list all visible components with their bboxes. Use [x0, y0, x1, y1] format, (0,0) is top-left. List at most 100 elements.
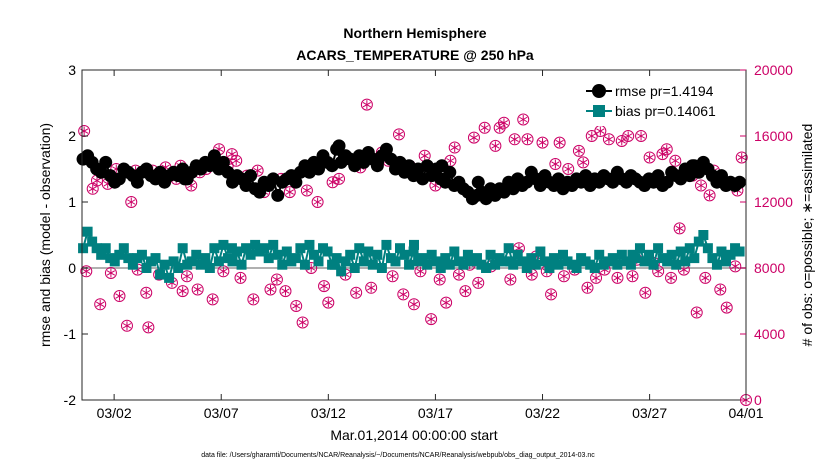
x-tick-label: 03/12	[311, 405, 346, 421]
obs-assimilated-stroke	[96, 301, 105, 307]
obs-marker	[626, 270, 639, 283]
obs-assimilated-stroke	[679, 266, 689, 273]
obs-assimilated-stroke	[519, 116, 528, 123]
obs-assimilated-stroke	[281, 288, 290, 294]
bias-point	[345, 249, 356, 260]
bias-point	[725, 249, 736, 260]
bias-point	[191, 249, 202, 260]
bias-point	[404, 259, 415, 270]
obs-marker	[247, 293, 260, 306]
bias-point	[417, 253, 428, 264]
obs-marker	[590, 271, 603, 284]
obs-marker	[440, 296, 453, 309]
obs-assimilated-stroke	[127, 199, 136, 205]
obs-possible-circle	[699, 271, 712, 284]
rmse-point	[379, 142, 393, 156]
obs-marker	[311, 196, 324, 208]
bias-point	[535, 246, 546, 257]
bias-point	[308, 249, 319, 260]
obs-possible-circle	[180, 270, 193, 283]
obs-marker	[478, 121, 491, 134]
obs-assimilated-stroke	[115, 293, 124, 299]
bias-point	[485, 249, 496, 260]
bias-point	[114, 249, 125, 260]
y-right-tick-label: 8000	[754, 260, 785, 276]
obs-assimilated-stroke	[499, 120, 509, 126]
bias-point	[689, 253, 700, 264]
y-left-axis-label: rmse and bias (model - observation)	[37, 123, 53, 347]
obs-possible-circle	[300, 184, 313, 197]
obs-possible-circle	[553, 136, 566, 149]
obs-assimilated-stroke	[454, 271, 464, 278]
bias-point	[444, 259, 455, 270]
obs-possible-circle	[326, 176, 339, 189]
bias-point	[644, 249, 655, 260]
bias-point	[634, 243, 645, 254]
bias-point	[290, 253, 301, 264]
obs-assimilated-stroke	[480, 125, 489, 131]
obs-possible-circle	[549, 158, 562, 171]
obs-assimilated-stroke	[559, 273, 569, 279]
obs-assimilated-stroke	[636, 133, 646, 139]
obs-possible-circle	[720, 301, 733, 314]
obs-marker	[504, 273, 517, 286]
bias-point	[177, 243, 188, 254]
y-left-tick-label: 1	[68, 194, 76, 210]
obs-possible-circle	[408, 298, 420, 311]
obs-possible-circle	[94, 298, 107, 311]
obs-possible-circle	[230, 154, 243, 167]
bias-point	[299, 259, 310, 270]
obs-marker	[660, 143, 673, 156]
obs-assimilated-stroke	[696, 182, 706, 189]
obs-marker	[142, 321, 155, 334]
bias-point	[109, 256, 120, 267]
bias-point	[471, 253, 482, 264]
obs-possible-circle	[626, 270, 639, 283]
bias-point	[349, 263, 360, 273]
x-tick-label: 03/22	[525, 405, 560, 421]
obs-assimilated-stroke	[292, 303, 301, 309]
obs-assimilated-stroke	[285, 189, 294, 195]
obs-marker	[635, 130, 648, 142]
obs-marker	[703, 189, 716, 202]
obs-marker	[467, 131, 480, 144]
bias-point	[150, 253, 161, 264]
y-right-axis-label: # of obs: o=possible; ∗=assimilated	[799, 124, 815, 347]
obs-assimilated-stroke	[236, 275, 245, 281]
obs-assimilated-stroke	[671, 158, 680, 164]
obs-possible-circle	[78, 125, 91, 138]
obs-possible-circle	[104, 266, 117, 279]
rmse-point	[435, 159, 449, 173]
obs-assimilated-stroke	[298, 319, 307, 326]
obs-marker	[714, 283, 727, 296]
obs-marker	[602, 133, 615, 146]
bias-point	[526, 253, 537, 264]
bias-point	[164, 272, 175, 283]
obs-marker	[234, 271, 247, 284]
obs-assimilated-stroke	[658, 151, 667, 157]
bias-point	[594, 249, 605, 260]
obs-marker	[639, 286, 652, 299]
x-tick-label: 03/07	[204, 405, 239, 421]
obs-assimilated-stroke	[705, 192, 714, 199]
obs-marker	[622, 130, 635, 142]
obs-assimilated-stroke	[324, 299, 333, 306]
obs-marker	[279, 285, 292, 298]
obs-assimilated-stroke	[249, 296, 258, 303]
obs-marker	[549, 158, 562, 171]
obs-marker	[191, 283, 204, 296]
obs-assimilated-stroke	[362, 101, 372, 108]
obs-marker	[176, 285, 189, 298]
rmse-point	[244, 169, 258, 183]
bias-point	[548, 253, 559, 264]
bias-point	[87, 236, 98, 247]
bias-point	[716, 246, 727, 257]
rmse-point	[714, 169, 728, 183]
obs-assimilated-stroke	[208, 296, 217, 303]
bias-point	[449, 246, 460, 257]
obs-possible-circle	[639, 286, 652, 299]
bias-point	[100, 243, 111, 254]
bias-point	[517, 256, 528, 267]
obs-marker	[508, 133, 521, 146]
